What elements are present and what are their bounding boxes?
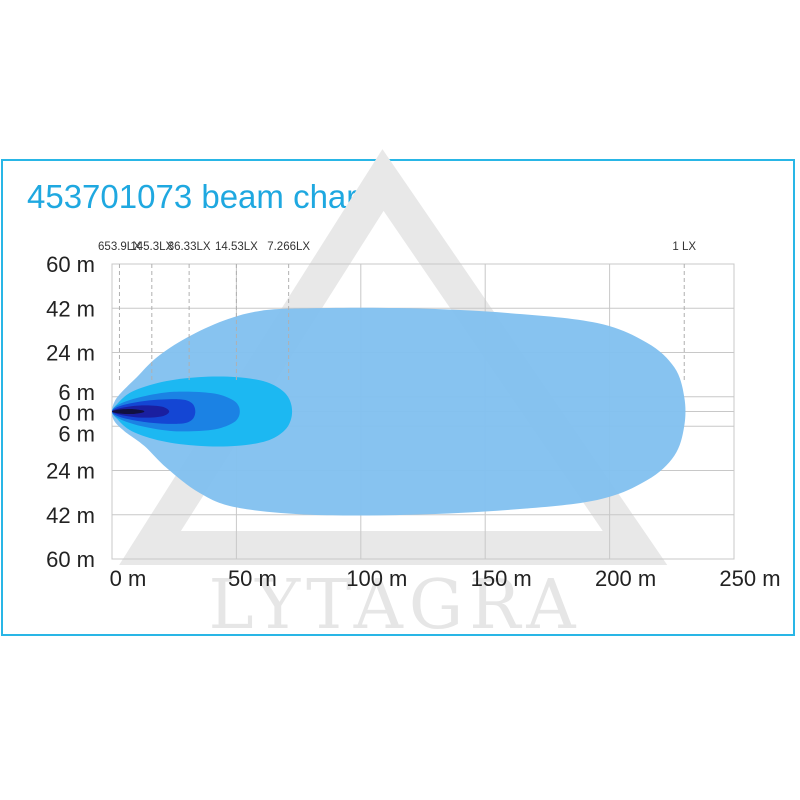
y-tick-label: 60 m	[46, 547, 95, 572]
y-tick-label: 6 m	[58, 380, 95, 405]
x-tick-label: 50 m	[228, 566, 277, 591]
x-tick-label: 150 m	[471, 566, 532, 591]
isolux-label: 7.266LX	[267, 241, 310, 253]
y-tick-label: 24 m	[46, 459, 95, 484]
y-tick-label: 42 m	[46, 296, 95, 321]
x-tick-label: 100 m	[346, 566, 407, 591]
x-tick-label: 0 m	[110, 566, 147, 591]
y-tick-label: 42 m	[46, 503, 95, 528]
y-tick-label: 6 m	[58, 421, 95, 446]
x-tick-label: 250 m	[719, 566, 780, 591]
x-tick-label: 200 m	[595, 566, 656, 591]
y-tick-label: 24 m	[46, 341, 95, 366]
isolux-zones	[112, 307, 686, 516]
isolux-label: 14.53LX	[215, 241, 258, 253]
y-tick-label: 0 m	[58, 401, 95, 426]
isolux-label: 145.3LX	[130, 241, 173, 253]
y-axis: 60 m 42 m 24 m 6 m0 m6 m 24 m 42 m 60 m	[46, 252, 95, 572]
chart-title: 453701073 beam chart	[27, 178, 367, 215]
isolux-label: 653.9LX	[98, 241, 141, 253]
isolux-label: 1 LX	[672, 241, 696, 253]
isolux-zone-0	[112, 307, 686, 516]
isolux-label: 36.33LX	[168, 241, 211, 253]
watermark-text: LYTAGRA	[208, 566, 581, 645]
y-tick-label: 60 m	[46, 252, 95, 277]
isolux-zone-5	[112, 408, 145, 415]
x-axis: 0 m 50 m 100 m 150 m 200 m 250 m	[110, 566, 781, 591]
